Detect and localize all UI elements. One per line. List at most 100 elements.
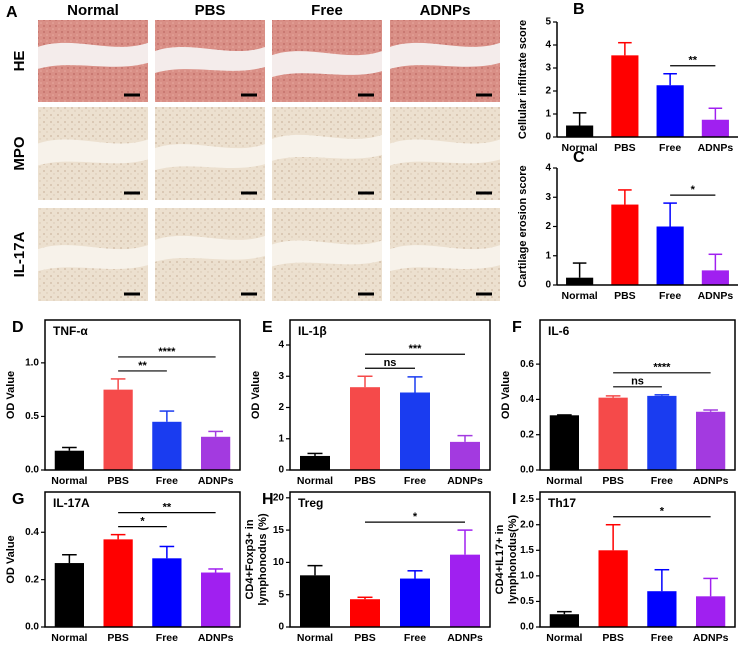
bar [103,539,133,627]
x-tick-label: Free [156,475,178,487]
y-axis-label: OD Value [5,371,17,419]
x-tick-label: Normal [51,632,87,644]
column-label: PBS [195,2,226,19]
column-label: Normal [67,2,119,19]
y-axis-label: Cartilage erosion score [517,165,529,287]
bar [400,578,430,627]
y-axis-label: OD Value [250,371,262,419]
plot-frame [44,491,241,628]
x-tick-label: Normal [51,475,87,487]
y-axis-label: lymphonodus (%) [257,513,269,606]
panel-label: C [573,149,585,166]
chart-title: IL-1β [298,324,327,338]
joint-space [38,139,148,166]
bar [549,415,579,470]
plot-frame [289,491,491,628]
row-label: MPO [11,136,28,171]
y-axis-label: CD4+Foxp3+ in [244,519,256,599]
x-tick-label: PBS [614,142,636,154]
y-axis-label: CD4+IL17+ in [494,524,506,594]
x-tick-label: Free [659,290,681,302]
joint-space [272,51,382,78]
y-tick-label: 20 [273,492,285,503]
y-tick-label: 0 [545,132,551,143]
x-tick-label: Normal [546,475,582,487]
bar [300,455,330,470]
bar [201,436,231,470]
y-tick-label: 0.0 [25,622,39,633]
y-tick-label: 2 [545,86,551,97]
bar [598,397,628,470]
histology-panel: A Normal PBS Free ADNPs HE MPO IL-17A [6,2,500,301]
x-tick-label: ADNPs [447,475,483,487]
panel-label: E [262,319,273,336]
significance-label: ** [163,502,172,514]
y-tick-label: 0 [278,465,284,476]
y-tick-label: 4 [545,40,551,51]
x-tick-label: ADNPs [698,142,734,154]
joint-space [155,144,265,171]
bar [450,554,480,627]
x-tick-label: ADNPs [447,632,483,644]
bar [598,550,628,627]
bar [201,572,231,627]
joint-space [390,139,500,166]
bar [400,392,430,470]
y-axis-label: lymphonodus(%) [507,515,519,605]
panel-label: G [12,491,24,508]
x-tick-label: ADNPs [198,475,234,487]
panel-label: H [262,491,274,508]
bar [350,387,380,470]
y-tick-label: 0.4 [520,394,534,405]
x-tick-label: PBS [107,475,129,487]
significance-label: **** [158,346,176,358]
significance-label: * [660,506,665,518]
x-tick-label: ADNPs [198,632,234,644]
panel-label: B [573,1,585,18]
plot-frame [539,491,736,628]
y-tick-label: 10 [273,557,285,568]
x-tick-label: ADNPs [693,475,729,487]
bar [450,441,480,470]
y-tick-label: 5 [545,17,551,28]
bar [549,614,579,627]
plot-frame [44,319,241,471]
bar [350,599,380,627]
y-tick-label: 0.0 [520,465,534,476]
bar [152,421,182,470]
bar [54,563,84,627]
y-tick-label: 1 [545,250,551,261]
chart-title: IL-17A [53,496,90,510]
y-tick-label: 0 [278,622,284,633]
x-tick-label: PBS [614,290,636,302]
joint-space [155,235,265,262]
y-tick-label: 1 [545,109,551,120]
column-label: ADNPs [420,2,471,19]
joint-space [390,245,500,272]
y-tick-label: 0 [545,280,551,291]
bar [152,558,182,627]
x-tick-label: Free [651,632,673,644]
x-tick-label: Normal [297,475,333,487]
y-tick-label: 5 [278,589,284,600]
y-tick-label: 0.0 [25,465,39,476]
panel-label: A [6,4,18,21]
x-tick-label: ADNPs [698,290,734,302]
plot-frame [289,319,491,471]
y-tick-label: 0.0 [520,622,534,633]
joint-space [38,245,148,272]
y-tick-label: 0.4 [25,527,39,538]
x-tick-label: Normal [562,290,598,302]
y-tick-label: 1.0 [520,571,534,582]
significance-label: ** [688,55,697,67]
y-tick-label: 2 [545,221,551,232]
bar [611,55,639,137]
y-axis-label: OD Value [5,535,17,583]
bar [701,270,729,285]
x-tick-label: Free [659,142,681,154]
x-tick-label: ADNPs [693,632,729,644]
y-tick-label: 3 [545,192,551,203]
panel-label: F [512,319,522,336]
x-tick-label: Free [404,475,426,487]
panel-label: D [12,319,24,336]
